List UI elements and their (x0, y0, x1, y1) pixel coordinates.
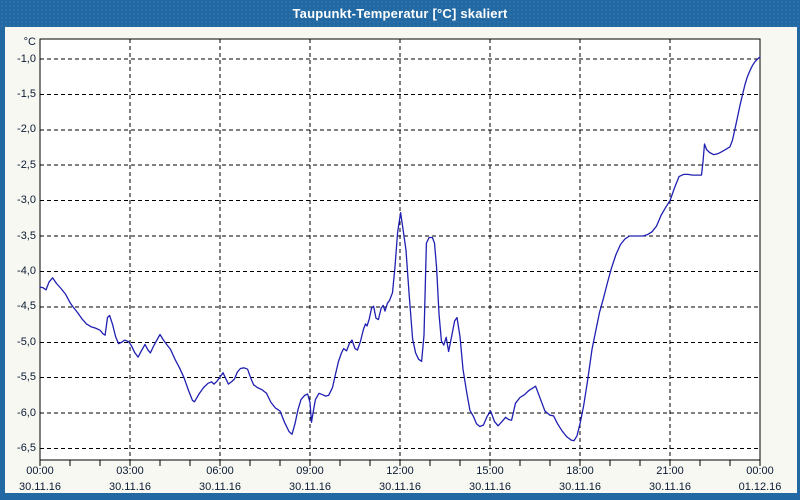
window-titlebar: Taupunkt-Temperatur [°C] skaliert (0, 0, 800, 27)
window-title: Taupunkt-Temperatur [°C] skaliert (292, 6, 508, 21)
x-tick-date-label: 30.11.16 (198, 481, 241, 493)
x-tick-date-label: 30.11.16 (558, 481, 601, 493)
x-tick-time-label: 15:00 (476, 465, 504, 477)
x-tick-time-label: 00:00 (746, 465, 774, 477)
y-tick-label: -2,0 (17, 123, 36, 136)
x-tick-time-label: 09:00 (296, 465, 324, 477)
y-tick-label: -4,5 (17, 300, 36, 313)
temperature-line (39, 56, 761, 442)
y-tick-label: -1,0 (17, 52, 36, 65)
x-tick-date-label: 30.11.16 (288, 481, 331, 493)
x-tick-time-label: 18:00 (566, 465, 594, 477)
y-tick-label: -6,5 (17, 442, 36, 454)
y-tick-label: -3,5 (17, 229, 36, 242)
x-tick-date-label: 30.11.16 (648, 481, 691, 493)
x-tick-date-label: 30.11.16 (108, 481, 151, 493)
x-tick-date-label: 30.11.16 (468, 481, 511, 493)
x-tick-time-label: 06:00 (206, 465, 234, 477)
y-axis-unit-label: °C (23, 36, 36, 48)
x-tick-date-label: 01.12.16 (738, 481, 782, 493)
y-tick-label: -1,5 (17, 87, 36, 100)
x-tick-time-label: 21:00 (656, 465, 684, 477)
y-tick-label: -5,5 (17, 371, 36, 384)
y-tick-label: -2,5 (17, 158, 36, 171)
y-tick-label: -3,0 (17, 194, 36, 207)
x-tick-time-label: 12:00 (386, 465, 414, 477)
y-tick-label: -4,0 (17, 264, 36, 277)
x-tick-date-label: 30.11.16 (378, 481, 421, 493)
x-tick-date-label: 30.11.16 (18, 481, 61, 493)
y-tick-label: -6,0 (17, 406, 36, 419)
y-tick-label: -5,0 (17, 335, 36, 348)
x-tick-time-label: 00:00 (26, 465, 54, 477)
x-tick-time-label: 03:00 (116, 465, 144, 477)
